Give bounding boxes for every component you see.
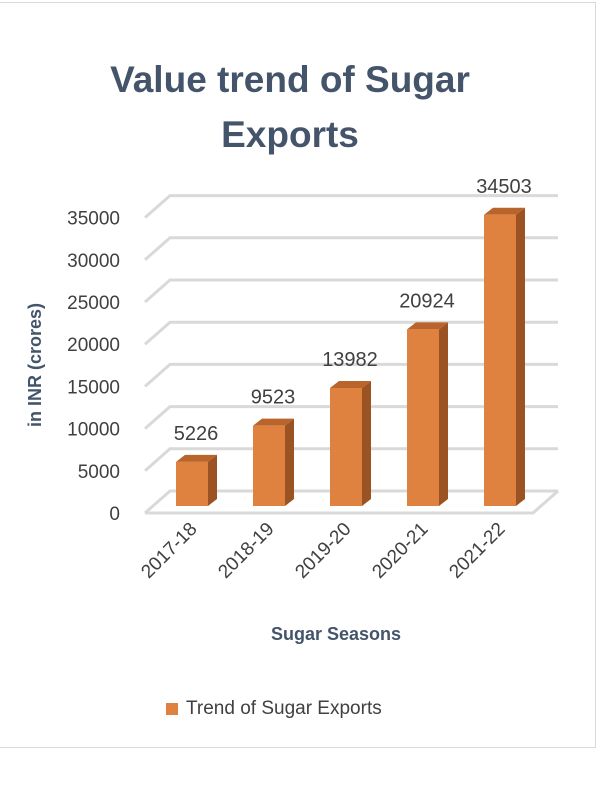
bar-side [516, 207, 525, 506]
data-label: 13982 [322, 349, 378, 371]
x-tick-label: 2019-20 [291, 519, 355, 583]
y-tick-label: 20000 [67, 335, 120, 356]
data-label: 9523 [251, 387, 296, 409]
bar-top [253, 418, 294, 426]
x-tick-label: 2018-19 [214, 519, 278, 583]
bar [253, 425, 285, 506]
x-tick-label: 2017-18 [137, 519, 201, 583]
legend-label: Trend of Sugar Exports [186, 698, 382, 719]
x-tick-label: 2021-22 [445, 519, 509, 583]
data-label: 34503 [476, 176, 532, 198]
bar-top [176, 454, 217, 462]
gridline [144, 194, 558, 219]
bar-top [407, 322, 448, 330]
y-tick-label: 25000 [67, 293, 120, 314]
data-label: 20924 [399, 290, 455, 312]
bar-side [362, 380, 371, 506]
y-tick-label: 5000 [78, 462, 120, 483]
floor-edge [145, 489, 559, 515]
data-label: 5226 [174, 423, 219, 445]
bar [484, 214, 516, 506]
bar-top [330, 380, 371, 388]
chart-frame [0, 2, 596, 748]
bar [176, 461, 208, 506]
legend: Trend of Sugar Exports [166, 698, 382, 720]
legend-swatch [166, 703, 178, 715]
chart-title: Value trend of Sugar Exports [110, 59, 470, 155]
y-tick-label: 35000 [67, 209, 120, 230]
gridline [144, 278, 558, 304]
y-tick-label: 30000 [67, 251, 120, 272]
gridline [144, 320, 558, 346]
bar [330, 387, 362, 506]
y-axis-title: in INR (crores) [25, 303, 45, 427]
x-tick-label: 2020-21 [368, 519, 432, 583]
bar-side [285, 418, 294, 506]
bar-side [439, 322, 448, 506]
x-axis-title: Sugar Seasons [271, 624, 401, 644]
gridline [144, 236, 558, 261]
y-tick-label: 10000 [67, 420, 120, 441]
bar-side [208, 454, 217, 506]
bar-top [484, 207, 525, 215]
y-tick-label: 0 [109, 504, 120, 525]
y-tick-label: 15000 [67, 377, 120, 398]
bar [407, 329, 439, 506]
